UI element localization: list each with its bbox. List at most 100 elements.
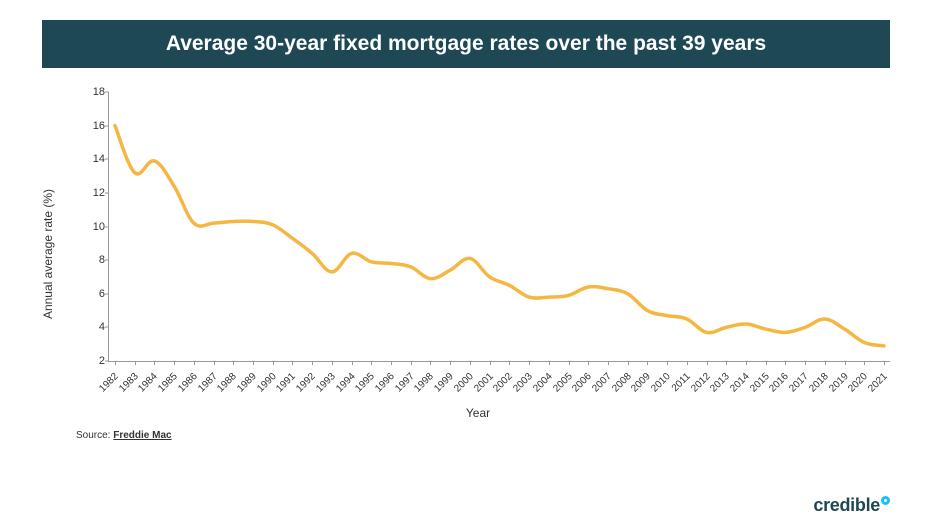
x-tick-label: 1984 (137, 371, 161, 395)
x-tick-label: 2001 (472, 371, 496, 395)
x-tick-label: 1996 (373, 371, 397, 395)
brand-text: credible (813, 495, 880, 515)
x-tick-mark (135, 361, 136, 365)
x-tick-label: 1999 (432, 371, 456, 395)
x-tick-label: 1989 (235, 371, 259, 395)
x-tick-mark (312, 361, 313, 365)
y-tick-mark (105, 192, 109, 193)
chart-container: Annual average rate (%) 2468101214161819… (66, 84, 890, 424)
x-tick-label: 1983 (117, 371, 141, 395)
x-tick-label: 1997 (393, 371, 417, 395)
x-tick-mark (450, 361, 451, 365)
x-tick-label: 1982 (97, 371, 121, 395)
x-tick-label: 1986 (176, 371, 200, 395)
x-tick-label: 2004 (531, 371, 555, 395)
x-tick-mark (292, 361, 293, 365)
x-tick-mark (647, 361, 648, 365)
y-tick-label: 14 (77, 153, 105, 165)
x-tick-label: 2019 (827, 371, 851, 395)
x-tick-mark (490, 361, 491, 365)
x-tick-label: 2006 (570, 371, 594, 395)
y-tick-label: 10 (77, 221, 105, 233)
x-tick-label: 2012 (689, 371, 713, 395)
y-tick-label: 12 (77, 187, 105, 199)
x-tick-mark (588, 361, 589, 365)
mortgage-rate-line (109, 92, 890, 361)
x-tick-label: 2017 (787, 371, 811, 395)
y-tick-mark (105, 260, 109, 261)
x-tick-label: 2013 (709, 371, 733, 395)
x-tick-mark (154, 361, 155, 365)
x-tick-mark (845, 361, 846, 365)
x-tick-mark (805, 361, 806, 365)
plot-area: 2468101214161819821983198419851986198719… (108, 92, 890, 362)
x-tick-mark (726, 361, 727, 365)
source-attribution: Source: Freddie Mac (76, 430, 890, 441)
x-tick-label: 2011 (670, 371, 693, 394)
x-tick-mark (825, 361, 826, 365)
x-tick-label: 2010 (649, 371, 673, 395)
x-tick-mark (470, 361, 471, 365)
x-tick-label: 1991 (275, 371, 299, 395)
source-link[interactable]: Freddie Mac (113, 430, 171, 441)
x-tick-mark (273, 361, 274, 365)
x-tick-mark (529, 361, 530, 365)
rate-line-path (115, 126, 884, 346)
x-tick-mark (115, 361, 116, 365)
x-tick-label: 2015 (748, 371, 772, 395)
y-tick-label: 2 (77, 355, 105, 367)
y-tick-mark (105, 125, 109, 126)
x-tick-mark (864, 361, 865, 365)
x-tick-label: 1987 (196, 371, 220, 395)
x-tick-mark (785, 361, 786, 365)
x-tick-mark (391, 361, 392, 365)
x-tick-label: 1994 (334, 371, 358, 395)
y-tick-label: 8 (77, 254, 105, 266)
y-tick-mark (105, 159, 109, 160)
x-tick-mark (884, 361, 885, 365)
y-axis-label: Annual average rate (%) (41, 189, 55, 319)
x-tick-mark (371, 361, 372, 365)
x-tick-mark (766, 361, 767, 365)
x-tick-mark (667, 361, 668, 365)
x-tick-label: 1993 (314, 371, 338, 395)
x-tick-label: 1992 (294, 371, 318, 395)
x-tick-mark (174, 361, 175, 365)
x-tick-mark (746, 361, 747, 365)
x-tick-mark (194, 361, 195, 365)
x-tick-mark (608, 361, 609, 365)
y-tick-mark (105, 293, 109, 294)
x-tick-label: 1998 (413, 371, 437, 395)
x-axis-label: Year (466, 406, 490, 420)
x-tick-label: 2003 (511, 371, 535, 395)
y-tick-label: 18 (77, 86, 105, 98)
x-tick-mark (687, 361, 688, 365)
y-tick-mark (105, 327, 109, 328)
x-tick-label: 2008 (610, 371, 634, 395)
x-tick-label: 2018 (807, 371, 831, 395)
brand-logo: credible (813, 495, 890, 516)
x-tick-label: 1988 (216, 371, 240, 395)
brand-accent-icon (881, 496, 890, 505)
y-tick-mark (105, 361, 109, 362)
y-tick-mark (105, 226, 109, 227)
y-tick-label: 6 (77, 288, 105, 300)
x-tick-label: 2014 (728, 371, 752, 395)
x-tick-mark (549, 361, 550, 365)
x-tick-label: 1985 (156, 371, 180, 395)
x-tick-label: 2002 (492, 371, 516, 395)
x-tick-mark (352, 361, 353, 365)
x-tick-mark (214, 361, 215, 365)
x-tick-label: 2005 (551, 371, 575, 395)
x-tick-label: 2016 (768, 371, 792, 395)
x-tick-label: 2000 (452, 371, 476, 395)
y-tick-mark (105, 92, 109, 93)
x-tick-mark (430, 361, 431, 365)
x-tick-label: 1995 (354, 371, 378, 395)
chart-title-bar: Average 30-year fixed mortgage rates ove… (42, 20, 890, 68)
x-tick-mark (569, 361, 570, 365)
x-tick-label: 1990 (255, 371, 279, 395)
x-tick-mark (332, 361, 333, 365)
x-tick-mark (628, 361, 629, 365)
x-tick-label: 2020 (847, 371, 871, 395)
